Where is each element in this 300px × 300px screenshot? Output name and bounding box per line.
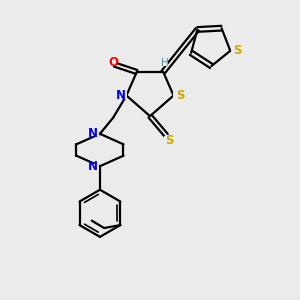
Text: N: N [88,160,98,173]
Text: S: S [176,89,184,102]
FancyBboxPatch shape [109,60,117,66]
FancyBboxPatch shape [231,48,240,54]
Text: N: N [88,127,98,140]
FancyBboxPatch shape [161,60,168,66]
FancyBboxPatch shape [164,136,172,142]
Text: O: O [108,56,118,69]
Text: H: H [161,58,169,68]
Text: S: S [166,134,174,147]
FancyBboxPatch shape [173,92,181,99]
FancyBboxPatch shape [91,130,99,136]
Text: S: S [233,44,242,57]
FancyBboxPatch shape [119,92,127,99]
FancyBboxPatch shape [91,164,99,170]
Text: N: N [116,89,126,102]
